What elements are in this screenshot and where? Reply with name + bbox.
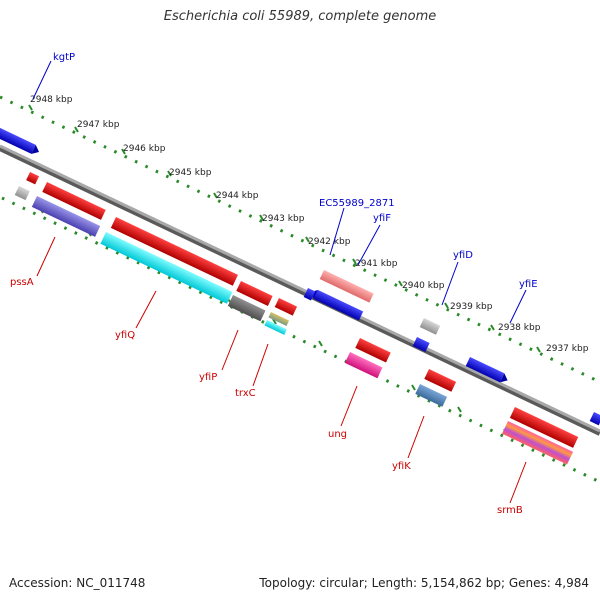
- label-yfiE[interactable]: yfiE: [519, 279, 538, 290]
- gene-small-blue-a[interactable]: [303, 288, 316, 301]
- scale-label-2946: 2946 kbp: [123, 144, 166, 154]
- leader-yfiQ: [135, 290, 157, 329]
- leader-yfiE: [509, 289, 527, 324]
- outer-ticks: [28, 104, 541, 353]
- label-yfiD[interactable]: yfiD: [453, 250, 473, 261]
- gene-yfiD-small-blue[interactable]: [412, 337, 430, 353]
- gene-yfiP-red[interactable]: [236, 281, 273, 306]
- gene-yfiK-red[interactable]: [424, 369, 457, 392]
- gene-gray-small[interactable]: [14, 186, 30, 201]
- topology-text: Topology: circular; Length: 5,154,862 bp…: [259, 576, 589, 590]
- gene-yfiK[interactable]: [415, 384, 448, 407]
- backbone-shadow: [0, 145, 600, 436]
- label-srmB[interactable]: srmB: [497, 505, 523, 516]
- leader-yfiK: [407, 415, 425, 459]
- leader-kgtP: [32, 60, 52, 100]
- scale-label-2948: 2948 kbp: [30, 95, 73, 105]
- accession-text: Accession: NC_011748: [9, 576, 146, 590]
- scale-label-2942: 2942 kbp: [308, 237, 351, 247]
- gene-trxC-olive[interactable]: [268, 312, 290, 326]
- gene-edge-blue[interactable]: [589, 412, 600, 426]
- leader-trxC: [252, 343, 269, 387]
- scale-label-2944: 2944 kbp: [216, 191, 259, 201]
- leader-pssA: [36, 236, 56, 277]
- gene-yfiE[interactable]: [465, 357, 510, 385]
- map-title: Escherichia coli 55989, complete genome: [163, 9, 437, 24]
- leader-yfiP: [221, 329, 239, 371]
- gene-yfiD[interactable]: [419, 318, 441, 335]
- scale-label-2945: 2945 kbp: [169, 168, 212, 178]
- scale-label-2940: 2940 kbp: [402, 281, 445, 291]
- label-yfiQ[interactable]: yfiQ: [115, 330, 135, 341]
- label-yfiK[interactable]: yfiK: [392, 461, 411, 472]
- gene-ung[interactable]: [344, 352, 383, 379]
- scale-label-2941: 2941 kbp: [355, 259, 398, 269]
- leader-srmB: [509, 461, 527, 504]
- label-ung[interactable]: ung: [328, 429, 347, 440]
- label-EC55989-2871[interactable]: EC55989_2871: [319, 198, 395, 209]
- leader-ec2871: [329, 207, 345, 256]
- gene-srmB[interactable]: [501, 421, 574, 465]
- gene-yfiQ[interactable]: [100, 232, 233, 304]
- gene-ung-red[interactable]: [355, 338, 391, 363]
- scale-label-2938: 2938 kbp: [498, 323, 541, 333]
- label-kgtP[interactable]: kgtP: [53, 52, 75, 63]
- leader-ung: [340, 385, 358, 427]
- leader-yfiF: [357, 224, 381, 266]
- label-pssA[interactable]: pssA: [10, 277, 34, 288]
- label-yfiP[interactable]: yfiP: [199, 372, 217, 383]
- scale-line-outer: [0, 95, 600, 384]
- gene-trxC[interactable]: [264, 320, 287, 335]
- genome-backbone: [0, 144, 600, 433]
- scale-label-2939: 2939 kbp: [450, 302, 493, 312]
- scale-label-2937: 2937 kbp: [546, 344, 589, 354]
- gene-pssA[interactable]: [31, 196, 101, 237]
- label-yfiF[interactable]: yfiF: [373, 213, 391, 224]
- gene-pssA-red[interactable]: [42, 182, 106, 220]
- gene-yfiQ-red[interactable]: [110, 217, 238, 286]
- label-trxC[interactable]: trxC: [235, 388, 256, 399]
- gene-kgtP[interactable]: [0, 125, 41, 156]
- leader-yfiD: [441, 261, 459, 306]
- gene-EC55989-2871[interactable]: [319, 270, 374, 303]
- scale-label-2947: 2947 kbp: [77, 120, 120, 130]
- gene-yfiP[interactable]: [227, 295, 266, 322]
- gene-srmB-red[interactable]: [509, 407, 579, 448]
- gene-red-small-1[interactable]: [26, 172, 40, 185]
- gene-trxC-red[interactable]: [274, 298, 298, 316]
- scale-label-2943: 2943 kbp: [262, 214, 305, 224]
